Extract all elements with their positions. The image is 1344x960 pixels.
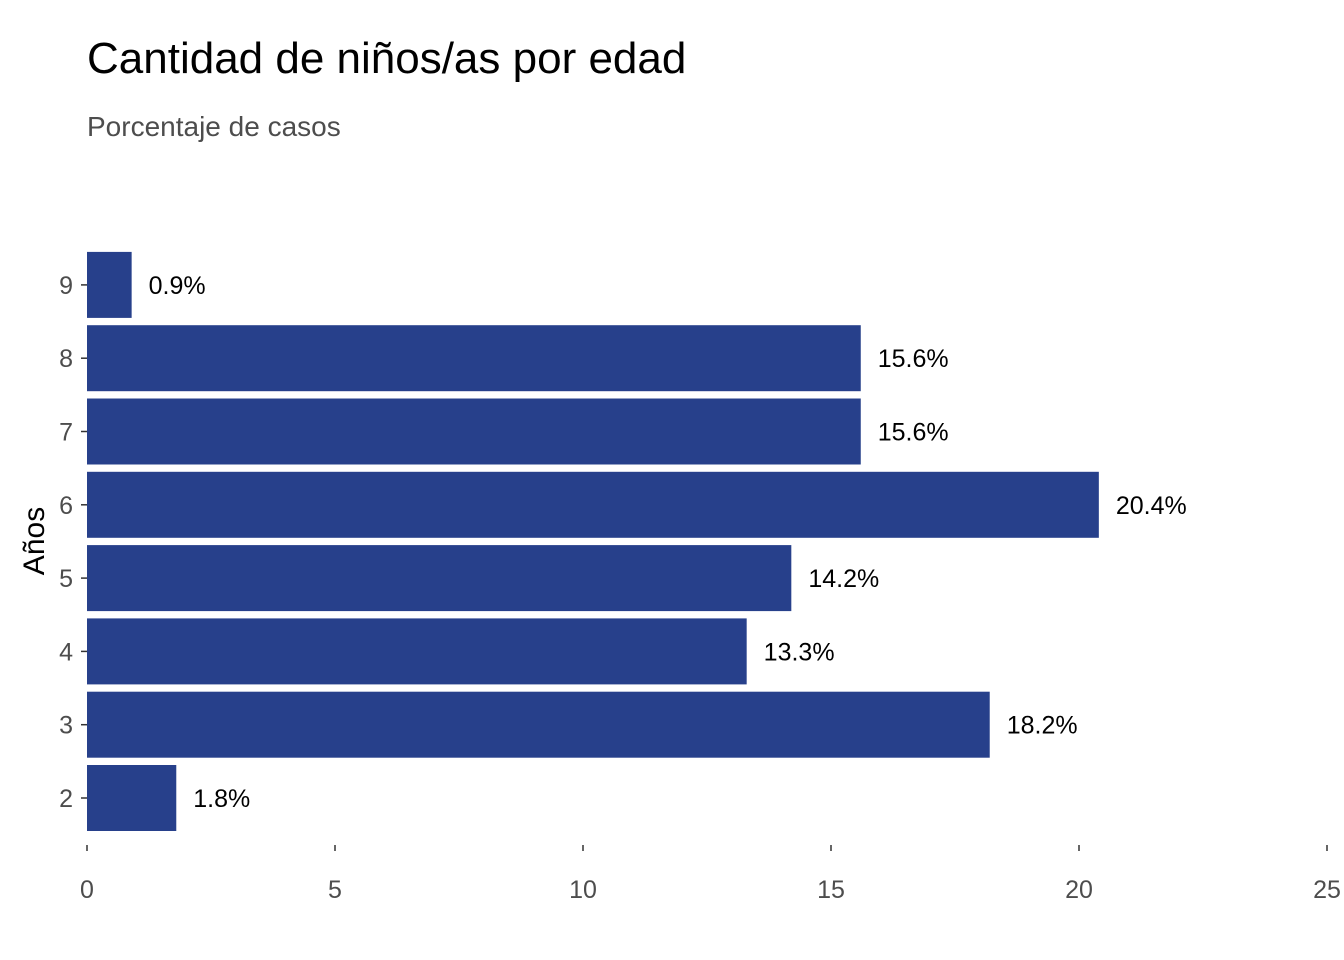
data-label-7: 15.6% <box>878 419 949 447</box>
y-axis: 2 3 4 5 6 7 8 9 <box>59 272 87 813</box>
bar-2 <box>87 765 177 831</box>
chart-title: Cantidad de niños/as por edad <box>87 34 687 83</box>
x-axis: 0 5 10 15 20 25 <box>80 845 1341 904</box>
x-tick-label-15: 15 <box>817 876 845 904</box>
y-tick-label-6: 6 <box>59 492 73 520</box>
data-label-8: 15.6% <box>878 345 949 373</box>
data-label-9: 0.9% <box>149 272 206 300</box>
y-axis-title: Años <box>18 507 51 575</box>
bar-7 <box>87 398 861 465</box>
y-tick-label-7: 7 <box>59 419 73 447</box>
bar-9 <box>87 251 132 318</box>
chart-subtitle: Porcentaje de casos <box>87 111 341 142</box>
data-label-6: 20.4% <box>1116 492 1187 520</box>
y-tick-label-5: 5 <box>59 565 73 593</box>
bars-layer <box>87 251 1099 831</box>
x-tick-label-20: 20 <box>1065 876 1093 904</box>
data-label-3: 18.2% <box>1007 712 1078 740</box>
x-tick-label-10: 10 <box>569 876 597 904</box>
bar-3 <box>87 691 990 758</box>
x-tick-label-5: 5 <box>328 876 342 904</box>
bar-5 <box>87 545 792 612</box>
bar-8 <box>87 325 861 392</box>
data-label-5: 14.2% <box>808 565 879 593</box>
bar-6 <box>87 471 1099 538</box>
data-label-2: 1.8% <box>193 785 250 813</box>
y-tick-label-2: 2 <box>59 785 73 813</box>
x-tick-label-0: 0 <box>80 876 94 904</box>
y-tick-label-3: 3 <box>59 712 73 740</box>
y-tick-label-8: 8 <box>59 345 73 373</box>
data-labels-layer: 1.8% 18.2% 13.3% 14.2% 20.4% 15.6% 15.6% 0.9% <box>149 272 1187 813</box>
x-tick-label-25: 25 <box>1313 876 1341 904</box>
y-tick-label-4: 4 <box>59 638 73 666</box>
y-tick-label-9: 9 <box>59 272 73 300</box>
bar-4 <box>87 618 747 685</box>
data-label-4: 13.3% <box>764 638 835 666</box>
